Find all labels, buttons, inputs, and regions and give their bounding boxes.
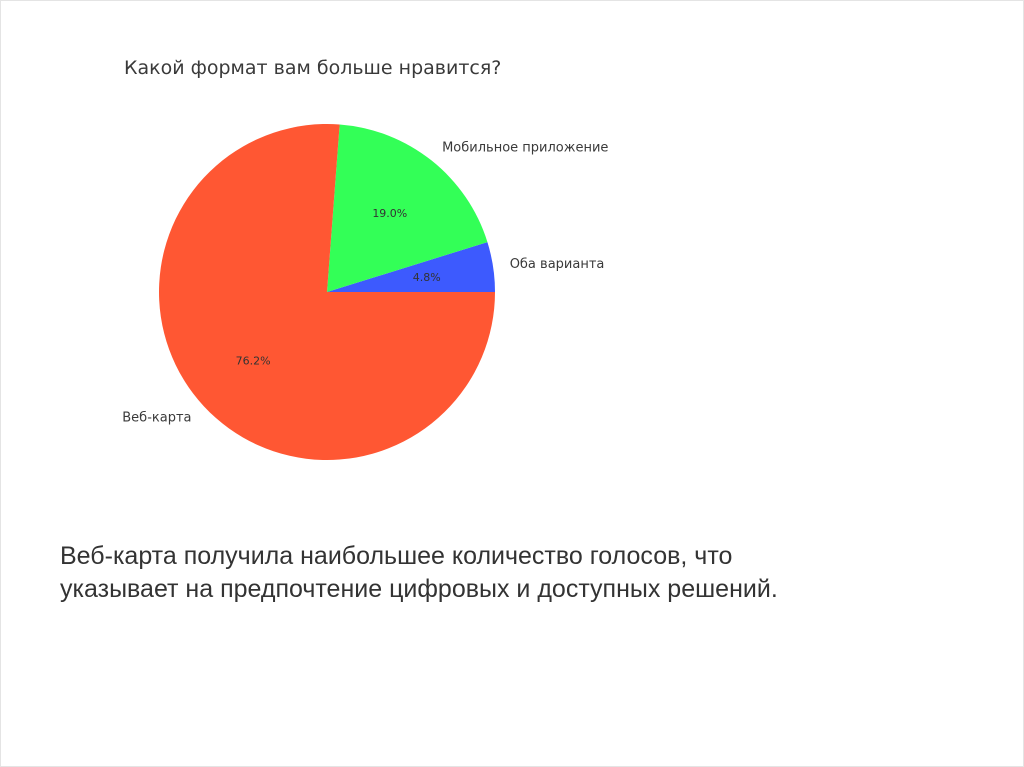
pie-slice [327, 242, 495, 292]
slice-percent-label: 4.8% [413, 271, 441, 284]
pie-slice [327, 124, 488, 292]
slice-category-label: Оба варианта [510, 257, 605, 272]
caption-line-2: указывает на предпочтение цифровых и дос… [60, 575, 778, 603]
chart-title: Какой формат вам больше нравится? [124, 57, 502, 79]
slice-percent-label: 19.0% [372, 207, 407, 220]
slice-category-label: Веб-карта [122, 411, 191, 426]
pie-slice [159, 124, 496, 461]
caption-line-1: Веб-карта получила наибольшее количество… [60, 542, 733, 570]
slice-category-label: Мобильное приложение [442, 140, 608, 155]
slice-percent-label: 76.2% [236, 355, 271, 368]
slide-caption: Веб-карта получила наибольшее количество… [60, 540, 960, 606]
